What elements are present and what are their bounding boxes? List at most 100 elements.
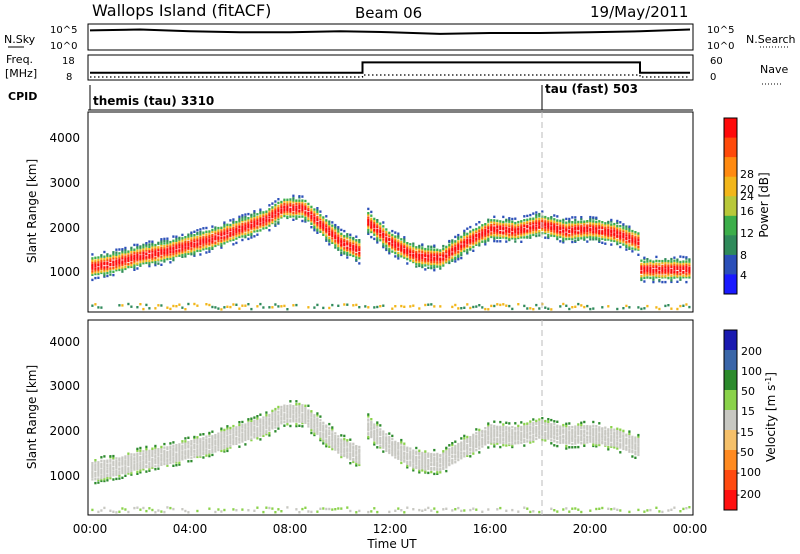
power-cell-1945 [601,230,604,233]
velocity-cell-1709 [547,437,550,440]
power-cell-2201 [670,268,673,271]
power-cell-827 [304,204,307,207]
power-cell-1238 [418,255,421,258]
freq-tick-bottom: 8 [66,72,72,83]
velocity-cell-1456 [478,444,481,447]
velocity-cell-1912 [598,426,601,429]
power-cell-1997 [616,235,619,238]
power-cell-1342 [445,250,448,253]
power-cell-980 [343,303,346,306]
velocity-cell-387 [190,459,193,463]
velocity-cell-453 [208,453,211,456]
velocity-cell-689 [268,423,271,426]
power-cell-945 [337,246,340,250]
power-cell-1543 [496,223,499,226]
velocity-cell-1630 [523,506,526,509]
power-cell-2207 [670,307,673,310]
velocity-cell-1347 [448,458,451,462]
power-cell-957 [340,253,343,257]
power-cell-1117 [385,239,388,242]
power-cell-937 [334,236,337,239]
power-cell-1885 [586,227,589,230]
power-cell-1605 [514,240,517,243]
power-cell-601 [244,218,247,221]
velocity-cell-1435 [472,445,475,449]
power-cell-277 [160,304,163,307]
velocity-cell-1403 [463,445,466,448]
velocity-cell-761 [286,506,289,509]
velocity-cell-979 [343,441,346,444]
power-cell-1277 [427,248,430,251]
power-cell-1186 [403,244,406,247]
velocity-cell-1522 [496,437,499,440]
power-cell-2141 [655,274,658,277]
power-cell-958 [340,251,343,255]
velocity-cell-620 [250,424,253,427]
power-cell-2059 [631,240,634,243]
velocity-cell-433 [202,451,205,454]
velocity-cell-1479 [484,435,487,439]
velocity-cell-817 [301,406,304,409]
velocity-cell-657 [259,419,262,423]
velocity-cell-964 [340,447,343,450]
power-cell-407 [196,249,199,253]
velocity-cell-1065 [373,441,376,444]
power-cell-938 [334,234,337,237]
velocity-cell-1899 [595,429,598,432]
power-cell-1104 [382,235,385,239]
velocity-cell-787 [295,414,298,417]
velocity-cell-1277 [430,467,433,470]
velocity-cell-259 [154,448,157,451]
velocity-cell-1364 [451,442,454,445]
velocity-cell-44 [100,456,103,459]
velocity-cell-191 [139,465,142,468]
velocity-panel: Slant Range [km] 4000 3000 2000 1000 200… [25,319,778,516]
power-cell-1021 [355,248,358,251]
power-cell-1159 [397,253,400,256]
power-cell-1192 [406,262,409,265]
power-cell-1804 [565,224,568,227]
power-cell-780 [292,203,295,206]
velocity-cell-609 [247,422,250,425]
velocity-cell-1547 [502,433,505,436]
velocity-cell-993 [346,506,349,509]
velocity-cell-1960 [613,444,616,447]
power-cell-910 [328,238,331,242]
velocity-cell-262 [154,511,157,514]
power-cell-2100 [643,270,646,273]
velocity-cell-1245 [421,459,424,463]
power-cell-966 [340,234,343,237]
power-cell-536 [229,232,232,235]
velocity-cell-978 [343,442,346,446]
velocity-cell-1124 [388,442,391,445]
power-cell-1736 [547,222,550,225]
velocity-cell-1155 [397,447,400,450]
power-cell-1637 [523,233,526,236]
power-cell-1403 [460,241,463,244]
power-cell-1658 [526,307,529,310]
power-cell-1808 [568,237,571,241]
power-cell-1892 [589,235,592,239]
power-cell-485 [214,228,217,231]
power-cell-1497 [484,226,487,229]
velocity-cell-184 [136,452,139,455]
velocity-cell-1555 [505,439,508,443]
power-cell-516 [223,229,226,232]
velocity-cell-916 [328,442,331,446]
power-cell-2220 [676,275,679,278]
power-cell-445 [205,240,208,244]
power-cell-1056 [370,229,373,232]
power-cell-2096 [643,280,646,283]
power-cell-765 [289,213,292,216]
velocity-cell-174 [136,472,139,475]
power-cell-1231 [415,248,418,251]
power-cell-903 [325,225,328,228]
power-cell-48 [103,269,106,273]
velocity-cell-349 [178,446,181,450]
velocity-cell-1546 [502,435,505,438]
velocity-cell-888 [319,419,322,422]
power-cell-1923 [595,226,598,230]
power-cell-1588 [508,224,511,228]
velocity-cell-1269 [427,460,430,463]
